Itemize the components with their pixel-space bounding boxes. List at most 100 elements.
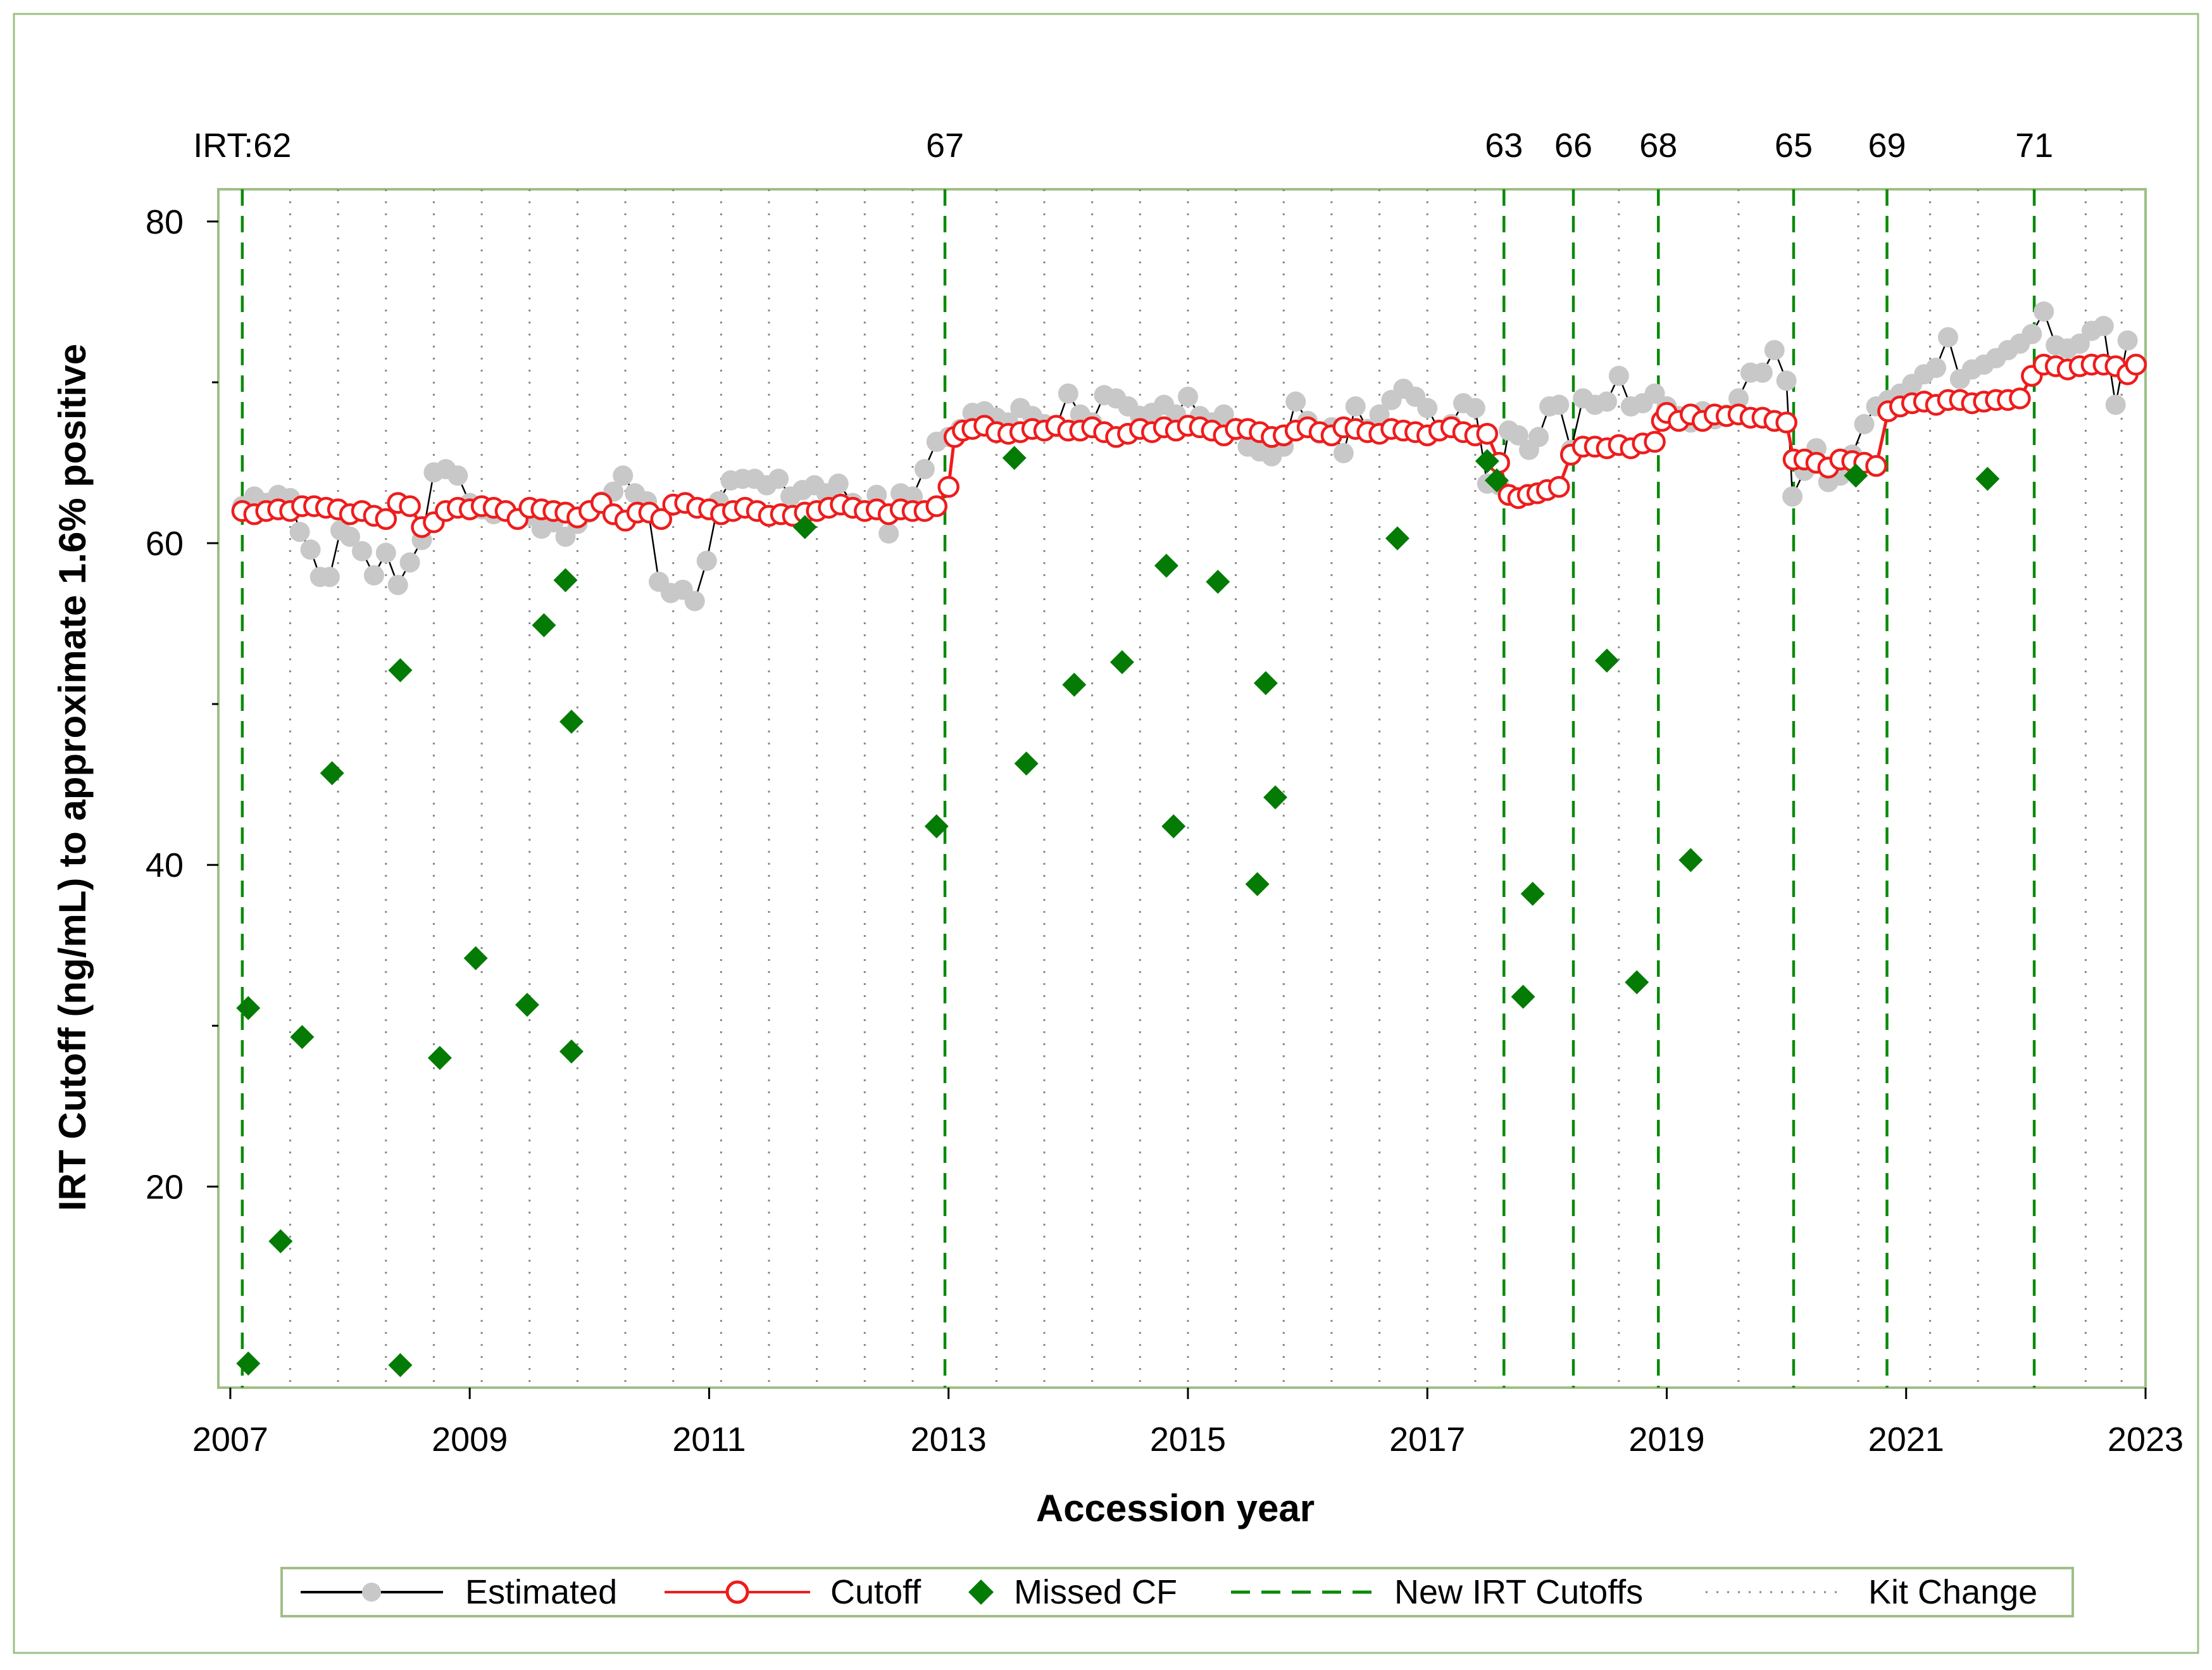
cutoff-point-35 [650,508,673,531]
missed-cf-series [236,446,2000,1378]
estimated-point-120 [1644,383,1665,404]
missed-cf-point-14 [792,515,817,539]
legend-kit-change-label: Kit Change [1868,1573,2037,1611]
legend-cutoff-marker [725,1580,749,1604]
estimated-point-112 [1549,394,1570,415]
estimated-point-116 [1596,391,1617,412]
legend-estimated-label: Estimated [465,1573,617,1611]
x-tick-label-1: 2009 [432,1421,508,1459]
legend-new-irt-label: New IRT Cutoffs [1394,1573,1643,1611]
missed-cf-point-31 [1594,648,1619,673]
x-tick-label-3: 2013 [911,1421,987,1459]
kit-change-layer [289,189,2123,1388]
y-axis-title: IRT Cutoff (ng/mL) to approximate 1.6% p… [51,344,94,1211]
cutoff-point-112 [1548,475,1570,498]
new-irt-cutoff-label-5: 65 [1775,127,1813,165]
estimated-point-129 [1752,362,1773,383]
estimated-point-156 [2069,333,2090,354]
estimated-point-13 [375,543,396,563]
y-tick-label-0: 20 [146,1168,184,1206]
estimated-point-10 [340,526,361,547]
cutoff-point-120 [1644,430,1666,453]
cutoff-point-132 [1775,411,1797,434]
missed-cf-point-6 [388,658,413,682]
estimated-point-8 [319,567,340,587]
missed-cf-point-23 [1245,872,1270,896]
estimated-point-159 [2105,394,2126,415]
cutoff-point-12 [375,508,397,531]
missed-cf-point-19 [1109,650,1134,675]
estimated-point-5 [289,522,310,543]
estimated-point-46 [768,468,789,489]
y-tick-label-1: 40 [146,846,184,884]
estimated-point-11 [351,541,372,562]
estimated-point-15 [399,552,420,573]
missed-cf-point-21 [1161,814,1186,839]
x-axis-title: Accession year [1036,1487,1315,1529]
x-tick-label-2: 2011 [672,1421,746,1459]
legend-missed-cf-marker [968,1579,994,1605]
missed-cf-point-13 [559,1039,584,1064]
estimated-point-144 [1926,358,1947,379]
estimated-point-28 [555,526,576,547]
estimated-point-127 [1728,388,1749,409]
missed-cf-point-10 [532,613,556,637]
estimated-point-130 [1764,340,1785,361]
legend-estimated-marker [362,1583,381,1602]
missed-cf-point-16 [1002,446,1027,470]
estimated-point-89 [1285,391,1306,412]
missed-cf-point-3 [290,1025,315,1050]
missed-cf-point-29 [1511,984,1535,1009]
missed-cf-point-26 [1385,526,1409,551]
cutoff-point-152 [2009,387,2031,410]
missed-cf-point-32 [1625,970,1649,995]
new-irt-cutoff-label-6: 69 [1868,127,1906,165]
estimated-point-58 [914,459,935,480]
estimated-point-153 [2034,301,2054,322]
missed-cf-point-20 [1154,553,1178,578]
legend-box [280,1567,2074,1617]
missed-cf-point-30 [1520,881,1545,906]
axes: 2007 2009 2011 2013 2015 2017 2019 2021 2023 20 40… [146,203,2184,1459]
missed-cf-point-8 [463,946,488,970]
missed-cf-point-15 [924,814,949,839]
new-irt-cutoff-label-4: 68 [1639,127,1677,165]
missed-cf-point-25 [1263,785,1288,810]
x-tick-label-5: 2017 [1389,1421,1465,1459]
estimated-point-33 [613,465,634,486]
x-tick-label-6: 2019 [1628,1421,1704,1459]
new-irt-cutoff-layer: IRT:62 67 63 66 68 65 69 71 [193,127,2053,1388]
cutoff-series [231,353,2147,538]
estimated-point-6 [300,539,321,560]
estimated-point-138 [1854,413,1875,434]
missed-cf-point-33 [1678,848,1703,872]
x-tick-label-7: 2021 [1868,1421,1944,1459]
estimated-point-96 [1369,404,1390,425]
estimated-point-80 [1177,386,1198,407]
x-tick-label-0: 2007 [192,1421,268,1459]
cutoff-point-162 [2125,353,2147,376]
legend: Estimated Cutoff Missed CF New IRT Cutof… [280,1567,2074,1617]
missed-cf-point-35 [1975,467,2000,491]
estimated-point-108 [1508,425,1528,446]
estimated-point-94 [1345,396,1366,417]
missed-cf-point-4 [320,761,344,786]
estimated-point-160 [2117,330,2138,351]
estimated-point-19 [447,465,468,486]
cutoff-point-140 [1865,455,1887,477]
legend-cutoff-label: Cutoff [830,1573,922,1611]
estimated-point-100 [1417,398,1438,418]
y-tick-label-3: 80 [146,203,184,241]
estimated-point-83 [1213,404,1234,425]
estimated-point-152 [2021,323,2042,344]
missed-cf-point-18 [1062,672,1087,697]
missed-cf-point-34 [1844,463,1868,488]
estimated-point-158 [2093,315,2114,336]
cutoff-point-14 [399,495,421,517]
missed-cf-point-24 [1253,671,1278,696]
estimated-point-51 [828,473,849,494]
cutoff-point-105 [1476,422,1499,445]
x-tick-label-4: 2015 [1150,1421,1226,1459]
